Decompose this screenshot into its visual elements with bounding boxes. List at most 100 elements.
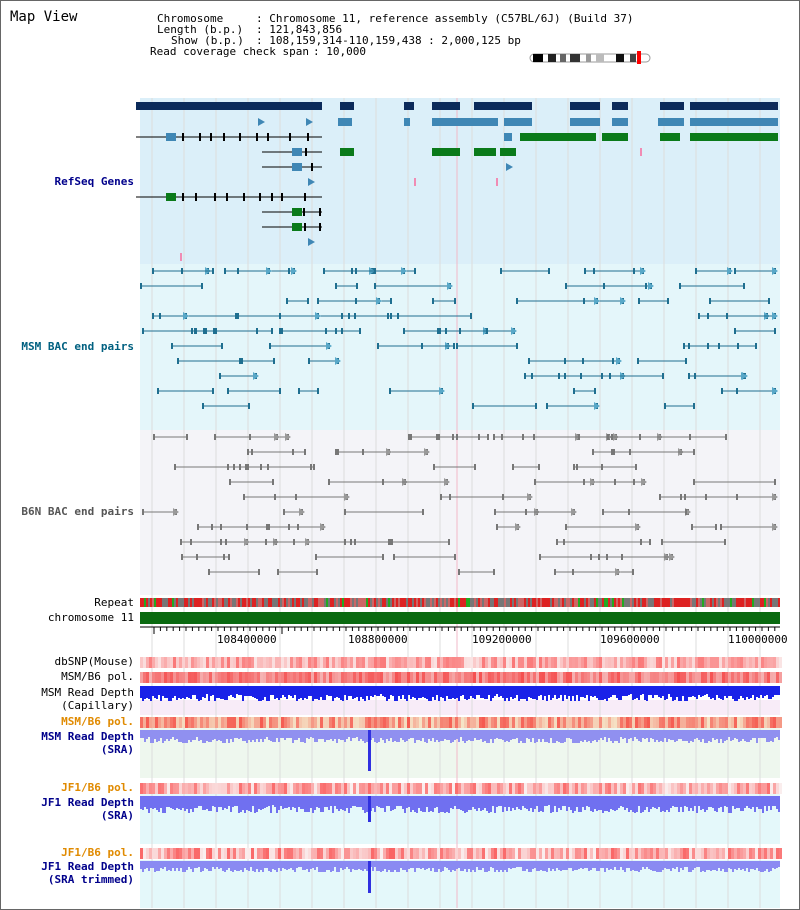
msm-bac-pair — [564, 373, 566, 379]
dbsnp-heat — [713, 657, 716, 668]
msm-depth-sra — [488, 730, 490, 743]
repeat-mark — [654, 598, 656, 607]
msmb6-pol-heat — [305, 672, 308, 683]
msmb6-pol2-heat — [158, 717, 161, 728]
repeat-mark — [264, 598, 266, 607]
repeat-mark — [436, 598, 438, 607]
msm-depth-cap — [356, 686, 358, 697]
chromosome-value: : Chromosome 11, reference assembly (C57… — [256, 12, 634, 25]
repeat-mark — [250, 598, 252, 607]
jf1-depth-trim — [644, 861, 646, 869]
jf1-pol2-heat — [740, 848, 743, 859]
jf1-pol-heat — [731, 783, 734, 794]
jf1-pol2-heat — [404, 848, 407, 859]
msmb6-pol2-heat — [749, 717, 752, 728]
msm-bac-pair — [718, 343, 720, 349]
jf1-depth-trim — [664, 861, 666, 868]
chromosome-ideogram[interactable] — [529, 51, 651, 64]
msm-depth-sra — [468, 730, 470, 740]
msm-depth-cap — [476, 686, 478, 695]
msm-depth-cap — [544, 686, 546, 696]
msm-depth-cap — [358, 686, 360, 701]
msm-depth-cap — [278, 686, 280, 700]
jf1-pol2-heat — [593, 848, 596, 859]
jf1-depth — [444, 796, 446, 813]
exon — [223, 133, 225, 141]
msmb6-pol-heat — [713, 672, 716, 683]
msm-depth-sra — [252, 730, 254, 740]
jf1-depth — [570, 796, 572, 810]
jf1-depth — [184, 796, 186, 811]
jf1-pol-heat — [632, 783, 635, 794]
b6n-bac-pair — [661, 539, 663, 545]
msm-bac-pair — [584, 268, 586, 274]
jf1-pol-heat — [434, 783, 437, 794]
jf1-depth — [604, 796, 606, 811]
jf1-pol-heat — [668, 783, 671, 794]
msmb6-pol-heat — [566, 672, 569, 683]
msm-depth-cap — [182, 686, 184, 698]
repeat-mark — [370, 598, 372, 607]
jf1-pol-heat — [554, 783, 557, 794]
msmb6-pol-heat — [614, 672, 617, 683]
msm-depth-sra — [550, 730, 552, 738]
jf1-pol2-heat — [686, 848, 689, 859]
jf1-pol2-heat — [182, 848, 185, 859]
msm-depth-sra — [750, 730, 752, 740]
jf1-depth — [276, 796, 278, 813]
jf1-pol2-heat — [524, 848, 527, 859]
repeat-mark — [562, 598, 564, 607]
msm-depth-cap — [352, 686, 354, 699]
msm-bac-pair — [374, 283, 376, 289]
jf1-depth — [760, 796, 762, 809]
repeat-mark — [648, 598, 650, 607]
msmb6-pol2-heat — [227, 717, 230, 728]
jf1-depth-trim — [318, 861, 320, 872]
repeat-mark — [376, 598, 378, 607]
jf1-depth — [764, 796, 766, 806]
jf1-pol-heat — [380, 783, 383, 794]
dbsnp-heat — [548, 657, 551, 668]
jf1-depth — [294, 796, 296, 808]
repeat-mark — [592, 598, 594, 607]
jf1-depth — [244, 796, 246, 813]
jf1-pol2-heat — [413, 848, 416, 859]
jf1-pol2-heat — [671, 848, 674, 859]
msmb6-pol2-heat — [593, 717, 596, 728]
jf1-depth-trim — [508, 861, 510, 868]
repeat-mark — [282, 598, 284, 607]
msmb6-pol2-heat — [197, 717, 200, 728]
msm-depth-sra — [540, 730, 542, 742]
msm-bac-pair — [281, 328, 283, 334]
b6n-bac-pair — [592, 449, 594, 455]
jf1-pol-heat — [629, 783, 632, 794]
repeat-mark — [464, 598, 466, 607]
axis-tick-label: 108800000 — [348, 633, 408, 646]
msm-depth-cap — [240, 686, 242, 695]
msm-depth-cap — [510, 686, 512, 697]
msmb6-pol-heat — [380, 672, 383, 683]
msmb6-pol2-heat — [686, 717, 689, 728]
jf1-depth — [422, 796, 424, 812]
msmb6-pol2-heat — [671, 717, 674, 728]
jf1-depth-trim — [586, 861, 588, 868]
jf1-depth-trim — [604, 861, 606, 872]
msmb6-pol-heat — [662, 672, 665, 683]
jf1-pol-heat — [425, 783, 428, 794]
jf1-pol-heat — [518, 783, 521, 794]
jf1-pol-heat — [548, 783, 551, 794]
b6n-bac-pair — [244, 538, 250, 546]
msmb6-pol-heat — [707, 672, 710, 683]
msmb6-pol2-heat — [221, 717, 224, 728]
msmb6-pol2-heat — [416, 717, 419, 728]
jf1-depth-trim — [276, 861, 278, 872]
jf1-depth-trim — [266, 861, 268, 868]
b6n-bac-pair — [774, 479, 776, 485]
msm-depth-sra — [354, 730, 356, 738]
jf1-depth-trim — [550, 861, 552, 871]
msmb6-pol-heat — [461, 672, 464, 683]
b6n-bac-pair — [393, 554, 395, 560]
jf1-depth-trim — [464, 861, 466, 869]
gene-arrow — [306, 118, 313, 126]
msm-depth-sra — [654, 730, 656, 742]
